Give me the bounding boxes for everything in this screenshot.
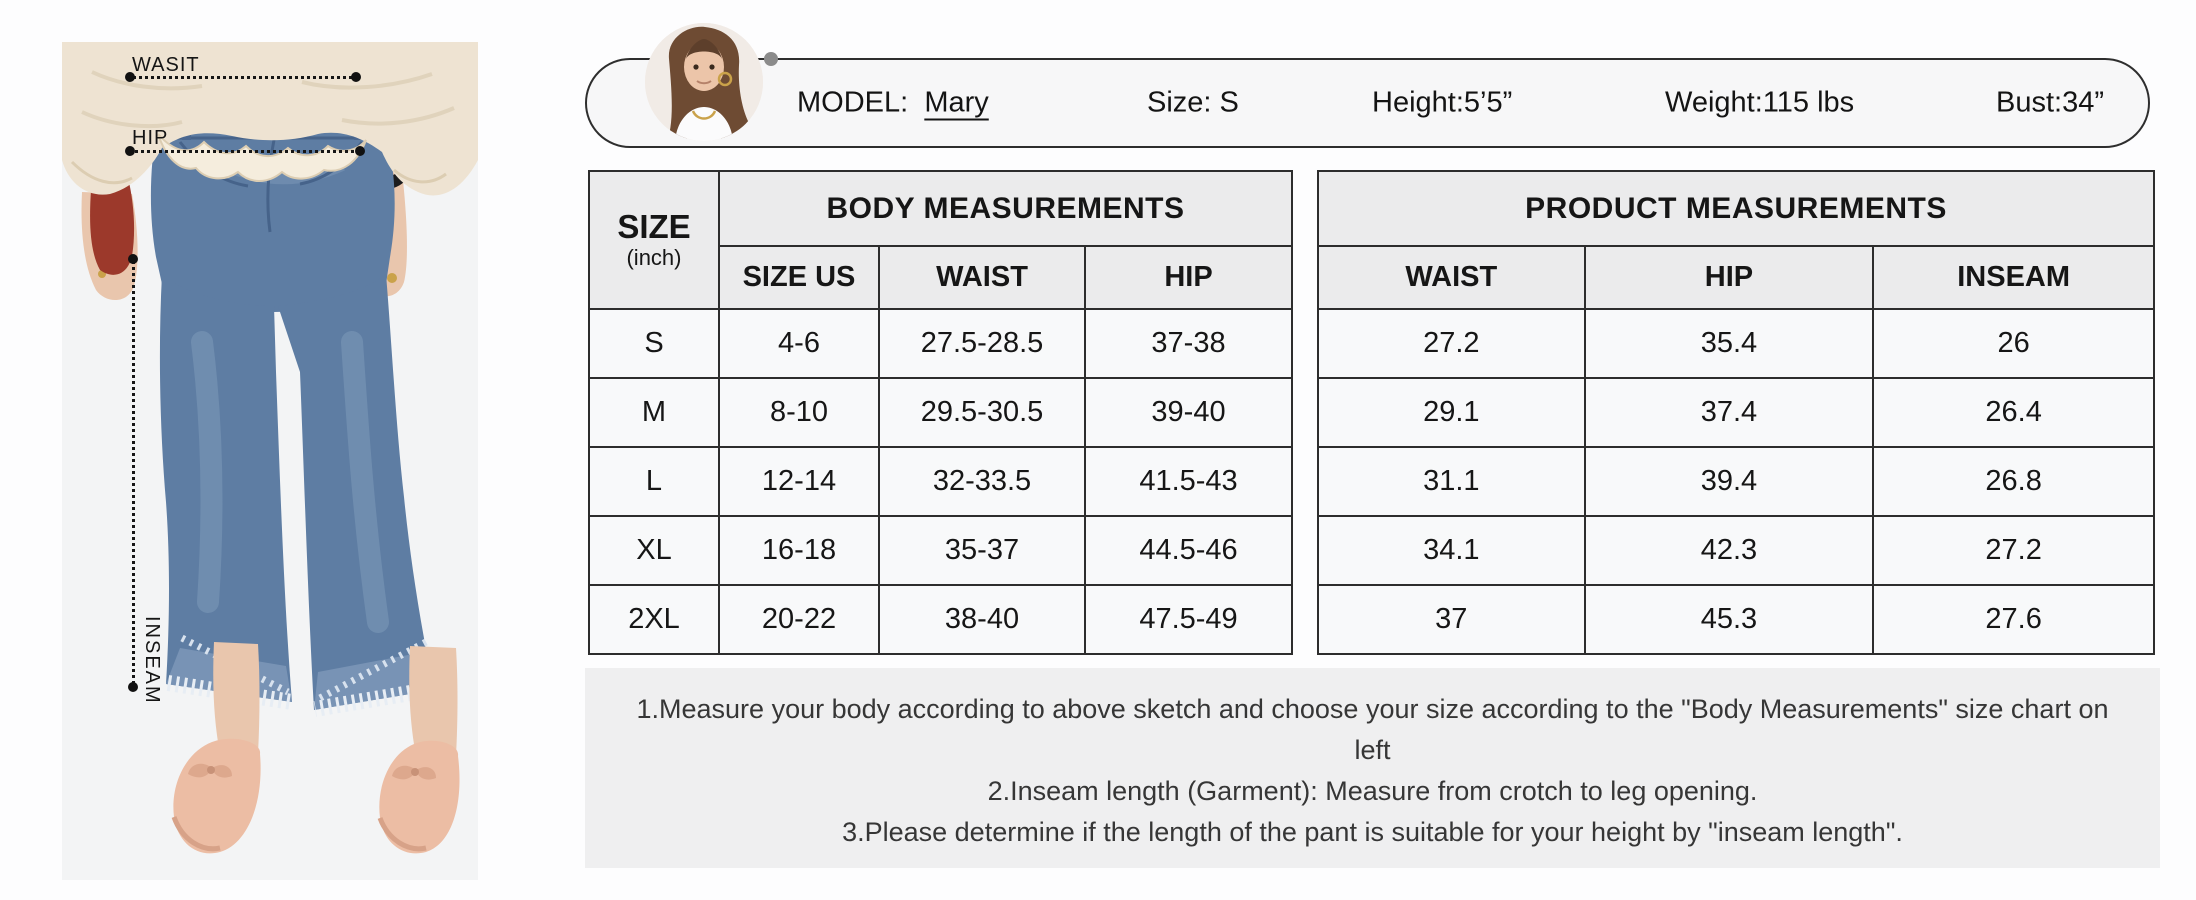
- hip-cell: 47.5-49: [1083, 584, 1294, 655]
- col-header-inseam: INSEAM: [1872, 245, 2155, 310]
- note-1: 1.Measure your body according to above s…: [636, 694, 2109, 765]
- col-header-hip: HIP: [1083, 245, 1294, 310]
- model-size: Size: S: [1147, 86, 1239, 119]
- banner-connector-dot: [764, 52, 778, 66]
- hip-cell: 44.5-46: [1083, 515, 1294, 586]
- hip-cell: 39.4: [1583, 446, 1875, 517]
- table-row: 29.1 37.4 26.4: [1317, 377, 2155, 448]
- size-cell: L: [588, 446, 720, 517]
- shoes: [171, 738, 460, 854]
- col-header-size-us: SIZE US: [718, 245, 880, 310]
- table-row: 2XL 20-22 38-40 47.5-49: [588, 584, 1294, 655]
- size-cell: 2XL: [588, 584, 720, 655]
- table-row: M 8-10 29.5-30.5 39-40: [588, 377, 1294, 448]
- inseam-cell: 27.2: [1872, 515, 2155, 586]
- waist-cell: 29.5-30.5: [878, 377, 1086, 448]
- product-measurements-header: PRODUCT MEASUREMENTS: [1317, 170, 2155, 247]
- inseam-measure-line: [128, 254, 138, 692]
- table-row: 27.2 35.4 26: [1317, 308, 2155, 379]
- inseam-cell: 27.6: [1872, 584, 2155, 655]
- model-label: MODEL: Mary: [797, 87, 989, 120]
- waist-cell: 27.5-28.5: [878, 308, 1086, 379]
- table-row: 37 45.3 27.6: [1317, 584, 2155, 655]
- waist-cell: 32-33.5: [878, 446, 1086, 517]
- hip-cell: 45.3: [1583, 584, 1875, 655]
- model-info-banner: MODEL: Mary Size: S Height:5’5” Weight:1…: [585, 23, 2150, 148]
- note-2: 2.Inseam length (Garment): Measure from …: [987, 776, 1758, 806]
- size-unit: (inch): [626, 245, 682, 270]
- hip-sketch-label: HIP: [132, 127, 169, 149]
- model-photo: WASIT HIP INSEAM: [62, 42, 478, 880]
- size-us-cell: 4-6: [718, 308, 880, 379]
- table-row: 31.1 39.4 26.8: [1317, 446, 2155, 517]
- hip-cell: 42.3: [1583, 515, 1875, 586]
- blouse: [62, 42, 478, 196]
- model-height: Height:5’5”: [1372, 86, 1513, 119]
- model-avatar: [645, 23, 763, 141]
- hip-cell: 41.5-43: [1083, 446, 1294, 517]
- inseam-cell: 26.8: [1872, 446, 2155, 517]
- model-bust: Bust:34”: [1996, 86, 2104, 119]
- hip-cell: 37-38: [1083, 308, 1294, 379]
- size-us-cell: 20-22: [718, 584, 880, 655]
- size-cell: S: [588, 308, 720, 379]
- waist-cell: 34.1: [1317, 515, 1586, 586]
- table-row: 34.1 42.3 27.2: [1317, 515, 2155, 586]
- waist-measure-line: [125, 72, 361, 82]
- inseam-sketch-label: INSEAM: [141, 616, 163, 705]
- note-3: 3.Please determine if the length of the …: [842, 817, 1903, 847]
- table-row: L 12-14 32-33.5 41.5-43: [588, 446, 1294, 517]
- inseam-cell: 26: [1872, 308, 2155, 379]
- size-cell: XL: [588, 515, 720, 586]
- waist-cell: 38-40: [878, 584, 1086, 655]
- hip-cell: 37.4: [1583, 377, 1875, 448]
- model-figure-illustration: [62, 42, 478, 880]
- col-header-hip: HIP: [1583, 245, 1875, 310]
- waist-cell: 31.1: [1317, 446, 1586, 517]
- body-measurements-table: SIZE (inch) BODY MEASUREMENTS SIZE US WA…: [588, 170, 1294, 655]
- size-us-cell: 12-14: [718, 446, 880, 517]
- sizing-notes: 1.Measure your body according to above s…: [585, 668, 2160, 868]
- waist-sketch-label: WASIT: [132, 54, 200, 76]
- table-row: XL 16-18 35-37 44.5-46: [588, 515, 1294, 586]
- waist-cell: 37: [1317, 584, 1586, 655]
- model-weight: Weight:115 lbs: [1665, 86, 1855, 119]
- size-us-cell: 16-18: [718, 515, 880, 586]
- hip-measure-line: [125, 146, 365, 156]
- waist-cell: 29.1: [1317, 377, 1586, 448]
- col-header-waist: WAIST: [878, 245, 1086, 310]
- size-cell: M: [588, 377, 720, 448]
- table-row: S 4-6 27.5-28.5 37-38: [588, 308, 1294, 379]
- inseam-cell: 26.4: [1872, 377, 2155, 448]
- size-us-cell: 8-10: [718, 377, 880, 448]
- size-header-cell: SIZE (inch): [588, 170, 720, 310]
- body-measurements-header: BODY MEASUREMENTS: [717, 170, 1294, 247]
- waist-cell: 35-37: [878, 515, 1086, 586]
- size-header: SIZE: [617, 208, 691, 245]
- hip-cell: 35.4: [1583, 308, 1875, 379]
- model-label-text: MODEL:: [797, 86, 909, 119]
- waist-cell: 27.2: [1317, 308, 1586, 379]
- model-name: Mary: [924, 86, 989, 119]
- hip-cell: 39-40: [1083, 377, 1294, 448]
- product-measurements-table: PRODUCT MEASUREMENTS WAIST HIP INSEAM 27…: [1317, 170, 2155, 655]
- col-header-waist: WAIST: [1317, 245, 1586, 310]
